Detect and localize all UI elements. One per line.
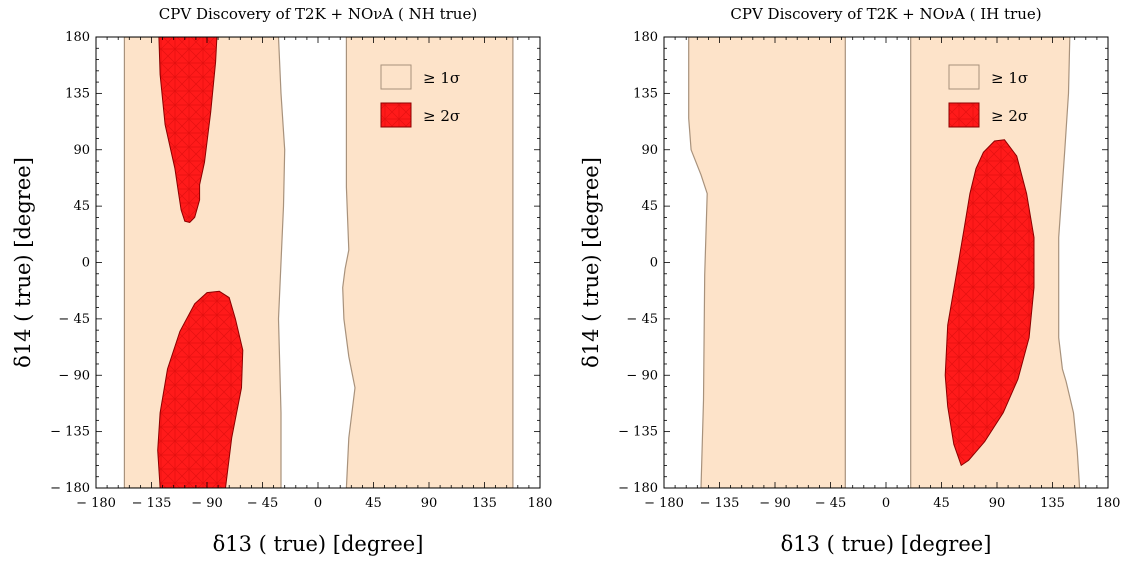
x-tick-label: 90 (989, 496, 1006, 511)
x-tick-label: 45 (933, 496, 950, 511)
x-tick-label: − 135 (132, 496, 172, 511)
y-tick-label: 45 (73, 199, 90, 214)
chart-panel-1: − 180 − 135 − 90 − 45 0 45 90 135 180 − 180 − 135 −… (11, 5, 552, 556)
x-tick-label: 180 (528, 496, 553, 511)
y-tick-label: 0 (82, 256, 90, 271)
y-tick-label: 180 (633, 30, 658, 45)
region-1sigma-1 (688, 37, 846, 488)
legend-swatch (948, 102, 980, 128)
region-1sigma-1 (123, 37, 286, 488)
y-tick-label: − 45 (626, 312, 658, 327)
legend-label: ≥ 1σ (423, 69, 460, 87)
y-tick-label: 90 (641, 143, 658, 158)
chart-title: CPV Discovery of T2K + NOνA ( NH true) (159, 5, 477, 23)
x-tick-label: − 90 (759, 496, 791, 511)
y-tick-label: 135 (65, 86, 90, 101)
legend-swatch (948, 64, 980, 90)
x-tick-label: − 90 (191, 496, 223, 511)
legend-label: ≥ 2σ (423, 107, 460, 125)
x-tick-label: − 180 (644, 496, 684, 511)
x-axis-label: δ13 ( true) [degree] (781, 532, 992, 556)
y-tick-label: − 135 (618, 425, 658, 440)
chart-title: CPV Discovery of T2K + NOνA ( IH true) (730, 5, 1041, 23)
x-tick-label: − 180 (76, 496, 116, 511)
y-axis-label: δ14 ( true) [degree] (11, 157, 35, 368)
y-tick-label: 45 (641, 199, 658, 214)
region-2sigma-2 (157, 290, 244, 488)
y-tick-label: − 180 (50, 481, 90, 496)
y-tick-label: − 90 (626, 368, 658, 383)
region-1sigma-2 (342, 37, 514, 488)
y-tick-label: − 180 (618, 481, 658, 496)
legend-swatch (380, 64, 412, 90)
region-2sigma-1 (158, 37, 218, 223)
y-tick-label: 0 (650, 256, 658, 271)
x-tick-label: − 45 (247, 496, 279, 511)
x-axis-label: δ13 ( true) [degree] (213, 532, 424, 556)
y-axis-label: δ14 ( true) [degree] (579, 157, 603, 368)
y-tick-label: 90 (73, 143, 90, 158)
x-tick-label: 0 (882, 496, 890, 511)
y-tick-label: − 45 (58, 312, 90, 327)
x-tick-label: − 135 (700, 496, 740, 511)
x-tick-label: 135 (1040, 496, 1065, 511)
y-tick-label: 180 (65, 30, 90, 45)
x-tick-label: 45 (365, 496, 382, 511)
x-tick-label: 90 (421, 496, 438, 511)
region-2sigma-1 (944, 139, 1035, 467)
legend-label: ≥ 2σ (991, 107, 1028, 125)
legend-label: ≥ 1σ (991, 69, 1028, 87)
y-tick-label: − 135 (50, 425, 90, 440)
x-tick-label: 180 (1096, 496, 1121, 511)
legend-swatch (380, 102, 412, 128)
x-tick-label: − 45 (815, 496, 847, 511)
y-tick-label: − 90 (58, 368, 90, 383)
y-tick-label: 135 (633, 86, 658, 101)
x-tick-label: 0 (314, 496, 322, 511)
x-tick-label: 135 (472, 496, 497, 511)
chart-panel-2: − 180 − 135 − 90 − 45 0 45 90 135 180 − 180 − 135 −… (579, 5, 1120, 556)
